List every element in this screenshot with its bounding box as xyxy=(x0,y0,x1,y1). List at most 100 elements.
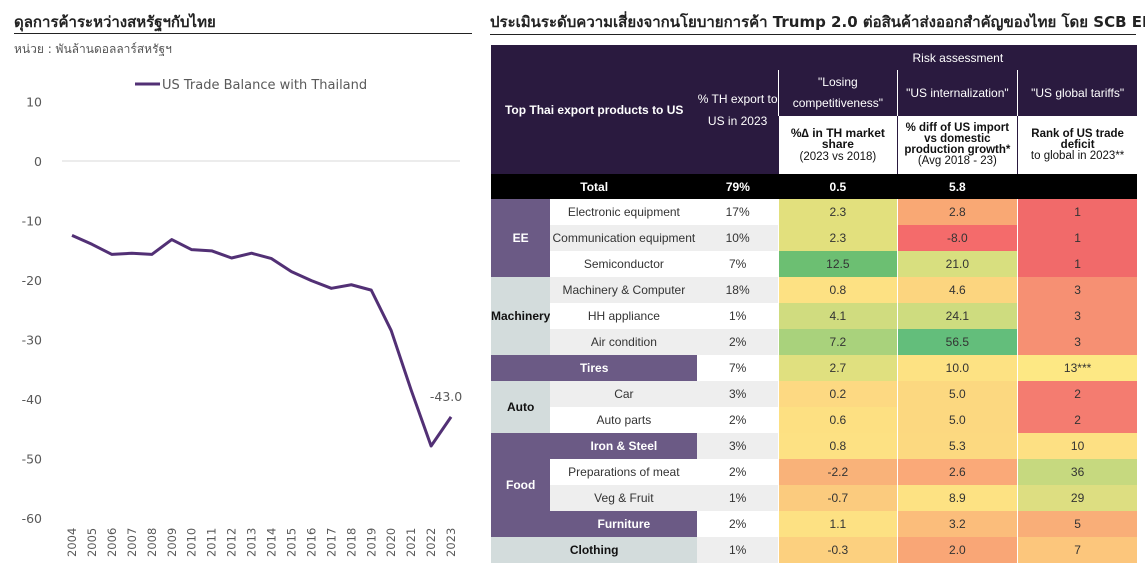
tariff-rank-value: 3 xyxy=(1016,329,1138,355)
product-share: 2% xyxy=(728,413,747,427)
group-label-food: Food xyxy=(491,433,551,537)
total-v2: 5.8 xyxy=(897,174,1018,199)
total-share: 79% xyxy=(697,174,779,199)
competitiveness-value: 0.8 xyxy=(777,277,898,303)
table-row: Food Iron & Steel 3% 0.8 5.3 10 xyxy=(491,433,1138,537)
internalization-value: 10.0 xyxy=(896,355,1018,381)
product-name: Veg & Fruit xyxy=(594,491,654,505)
product-name: Semiconductor xyxy=(583,257,664,271)
right-title-rule xyxy=(490,34,1136,35)
x-tick-label: 2021 xyxy=(404,528,418,557)
tariff-rank-value: 3 xyxy=(1016,303,1138,329)
product-share: 1% xyxy=(728,309,747,323)
product-name: Auto parts xyxy=(596,413,652,427)
product-name: Preparations of meat xyxy=(568,465,680,479)
table-row: Auto parts 2% 0.6 5.0 2 xyxy=(491,407,1138,433)
x-tick-label: 2004 xyxy=(65,528,79,557)
product-share: 1% xyxy=(728,491,747,505)
product-name: HH appliance xyxy=(587,309,660,323)
competitiveness-value: 0.2 xyxy=(777,381,898,407)
table-row: EE Electronic equipment 17% 2.3 2.8 1 xyxy=(491,199,1138,277)
tariff-rank-value: 36 xyxy=(1016,459,1138,485)
data-label-last: -43.0 xyxy=(430,389,462,404)
internalization-value: 2.8 xyxy=(896,199,1018,225)
x-tick-label: 2010 xyxy=(185,528,199,557)
y-tick-label: -50 xyxy=(22,452,42,467)
product-name: Car xyxy=(614,387,634,401)
table-row: Air condition 2% 7.2 56.5 3 xyxy=(491,329,1138,355)
x-tick-label: 2009 xyxy=(165,528,179,557)
tariff-rank-value: 2 xyxy=(1016,407,1138,433)
internalization-value: 21.0 xyxy=(896,251,1018,277)
competitiveness-value: 4.1 xyxy=(777,303,898,329)
internalization-value: 4.6 xyxy=(896,277,1018,303)
table-row: Tires 7% 2.7 10.0 13*** xyxy=(491,355,1138,381)
x-tick-label: 2013 xyxy=(245,528,259,557)
x-tick-label: 2020 xyxy=(384,528,398,557)
left-chart-title: ดุลการค้าระหว่างสหรัฐฯกับไทย xyxy=(14,13,216,31)
internalization-value: 5.0 xyxy=(896,407,1018,433)
subheader-import-growth-note: (Avg 2018 - 23) xyxy=(917,155,997,167)
internalization-value: 24.1 xyxy=(896,303,1018,329)
internalization-value: 2.0 xyxy=(896,537,1018,563)
subheader-market-share-main: %∆ in TH market share xyxy=(790,125,885,151)
tariff-rank-value: 29 xyxy=(1016,485,1138,511)
table-row: HH appliance 1% 4.1 24.1 3 xyxy=(491,303,1138,329)
tariff-rank-value: 13*** xyxy=(1016,355,1138,381)
subheader-trade-deficit-note: to global in 2023** xyxy=(1030,149,1125,162)
table-row: Furniture 2% 1.1 3.2 5 xyxy=(491,511,1138,537)
trade-balance-chart: 10 0 -10 -20 -30 -40 -50 -60 2004 2005 2006 2007 200… xyxy=(22,78,463,557)
header-share: % TH export to US in 2023 xyxy=(697,45,779,174)
header-us-global-tariffs: "US global tariffs" xyxy=(1016,70,1138,116)
left-title-rule xyxy=(14,33,472,34)
internalization-value: 2.6 xyxy=(896,459,1018,485)
product-share: 3% xyxy=(728,439,747,453)
product-name-iron-steel: Iron & Steel xyxy=(550,433,698,459)
x-tick-label: 2022 xyxy=(424,528,438,557)
competitiveness-value: -0.7 xyxy=(777,485,898,511)
total-label: Total xyxy=(491,174,698,199)
table-row: Communication equipment 10% 2.3 -8.0 1 xyxy=(491,225,1138,251)
internalization-value: -8.0 xyxy=(896,225,1018,251)
table-row: Auto Car 3% 0.2 5.0 2 xyxy=(491,381,1138,433)
internalization-value: 5.0 xyxy=(896,381,1018,407)
y-tick-label: 0 xyxy=(34,154,42,169)
y-tick-label: -40 xyxy=(22,392,42,407)
x-tick-label: 2018 xyxy=(344,528,358,557)
internalization-value: 5.3 xyxy=(896,433,1018,459)
tariff-rank-value: 1 xyxy=(1016,199,1138,225)
tariff-rank-value: 3 xyxy=(1016,277,1138,303)
competitiveness-value: 12.5 xyxy=(777,251,898,277)
total-v1: 0.5 xyxy=(778,174,898,199)
y-tick-label: -20 xyxy=(22,273,42,288)
competitiveness-value: 2.3 xyxy=(777,225,898,251)
x-tick-label: 2019 xyxy=(364,528,378,557)
competitiveness-value: 7.2 xyxy=(777,329,898,355)
subheader-import-growth-main: % diff of US import vs domestic producti… xyxy=(904,122,1011,156)
product-share: 10% xyxy=(725,231,750,245)
product-name: Communication equipment xyxy=(552,231,696,245)
table-row: Clothing 1% -0.3 2.0 7 xyxy=(491,537,1138,563)
competitiveness-value: 0.8 xyxy=(777,433,898,459)
x-tick-label: 2005 xyxy=(85,528,99,557)
right-table-title: ประเมินระดับความเสี่ยงจากนโยบายการค้า Tr… xyxy=(490,13,1145,31)
subheader-import-growth: % diff of US import vs domestic producti… xyxy=(896,116,1018,174)
subheader-trade-deficit: Rank of US trade deficit to global in 20… xyxy=(1016,116,1138,174)
series-line xyxy=(71,234,453,448)
x-tick-label: 2011 xyxy=(205,528,219,557)
x-tick-label: 2023 xyxy=(444,528,458,557)
internalization-value: 3.2 xyxy=(896,511,1018,537)
total-row: Total 79% 0.5 5.8 xyxy=(491,174,1138,199)
product-share: 17% xyxy=(725,205,750,219)
header-losing-competitiveness: "Losing competitiveness" xyxy=(777,70,898,116)
product-share: 2% xyxy=(728,335,747,349)
table-row: Preparations of meat 2% -2.2 2.6 36 xyxy=(491,459,1138,485)
tariff-rank-value: 10 xyxy=(1016,433,1138,459)
x-tick-label: 2012 xyxy=(225,528,239,557)
group-label-auto: Auto xyxy=(491,381,551,433)
competitiveness-value: 2.3 xyxy=(777,199,898,225)
x-tick-label: 2008 xyxy=(145,528,159,557)
x-tick-label: 2007 xyxy=(125,528,139,557)
header-us-internalization: "US internalization" xyxy=(896,70,1018,116)
risk-assessment-table: Top Thai export products to US % TH expo… xyxy=(491,45,1138,563)
